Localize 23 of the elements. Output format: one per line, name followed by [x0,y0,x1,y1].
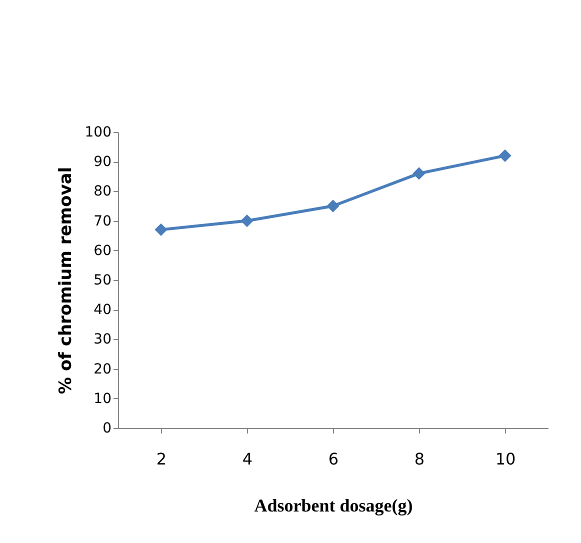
point [240,214,254,228]
y-tick-label: 30 [94,332,112,348]
y-tick-label: 80 [94,184,112,200]
x-tick-label: 6 [328,450,339,468]
x-axis-title: Adsorbent dosage(g) [254,496,413,516]
x-tick-label: 4 [242,450,253,468]
point [498,149,512,162]
x-tick-label: 2 [156,450,167,468]
y-tick-label: 60 [94,242,112,259]
x-tick-label: 10 [495,450,516,468]
y-tick-label: 0 [102,420,112,436]
y-tick-label: 10 [94,390,112,407]
point [154,223,168,236]
y-tick-label: 20 [94,361,112,378]
y-axis-title: % of chromium removal [56,166,76,394]
y-tick-label: 90 [94,154,112,170]
y-tick-label: 40 [94,302,112,318]
y-tick-label: 70 [94,213,112,230]
y-tick-label: 100 [84,124,112,140]
x-tick-label: 8 [414,450,425,468]
point [412,167,426,180]
point [326,200,340,212]
y-tick-label: 50 [94,272,112,288]
